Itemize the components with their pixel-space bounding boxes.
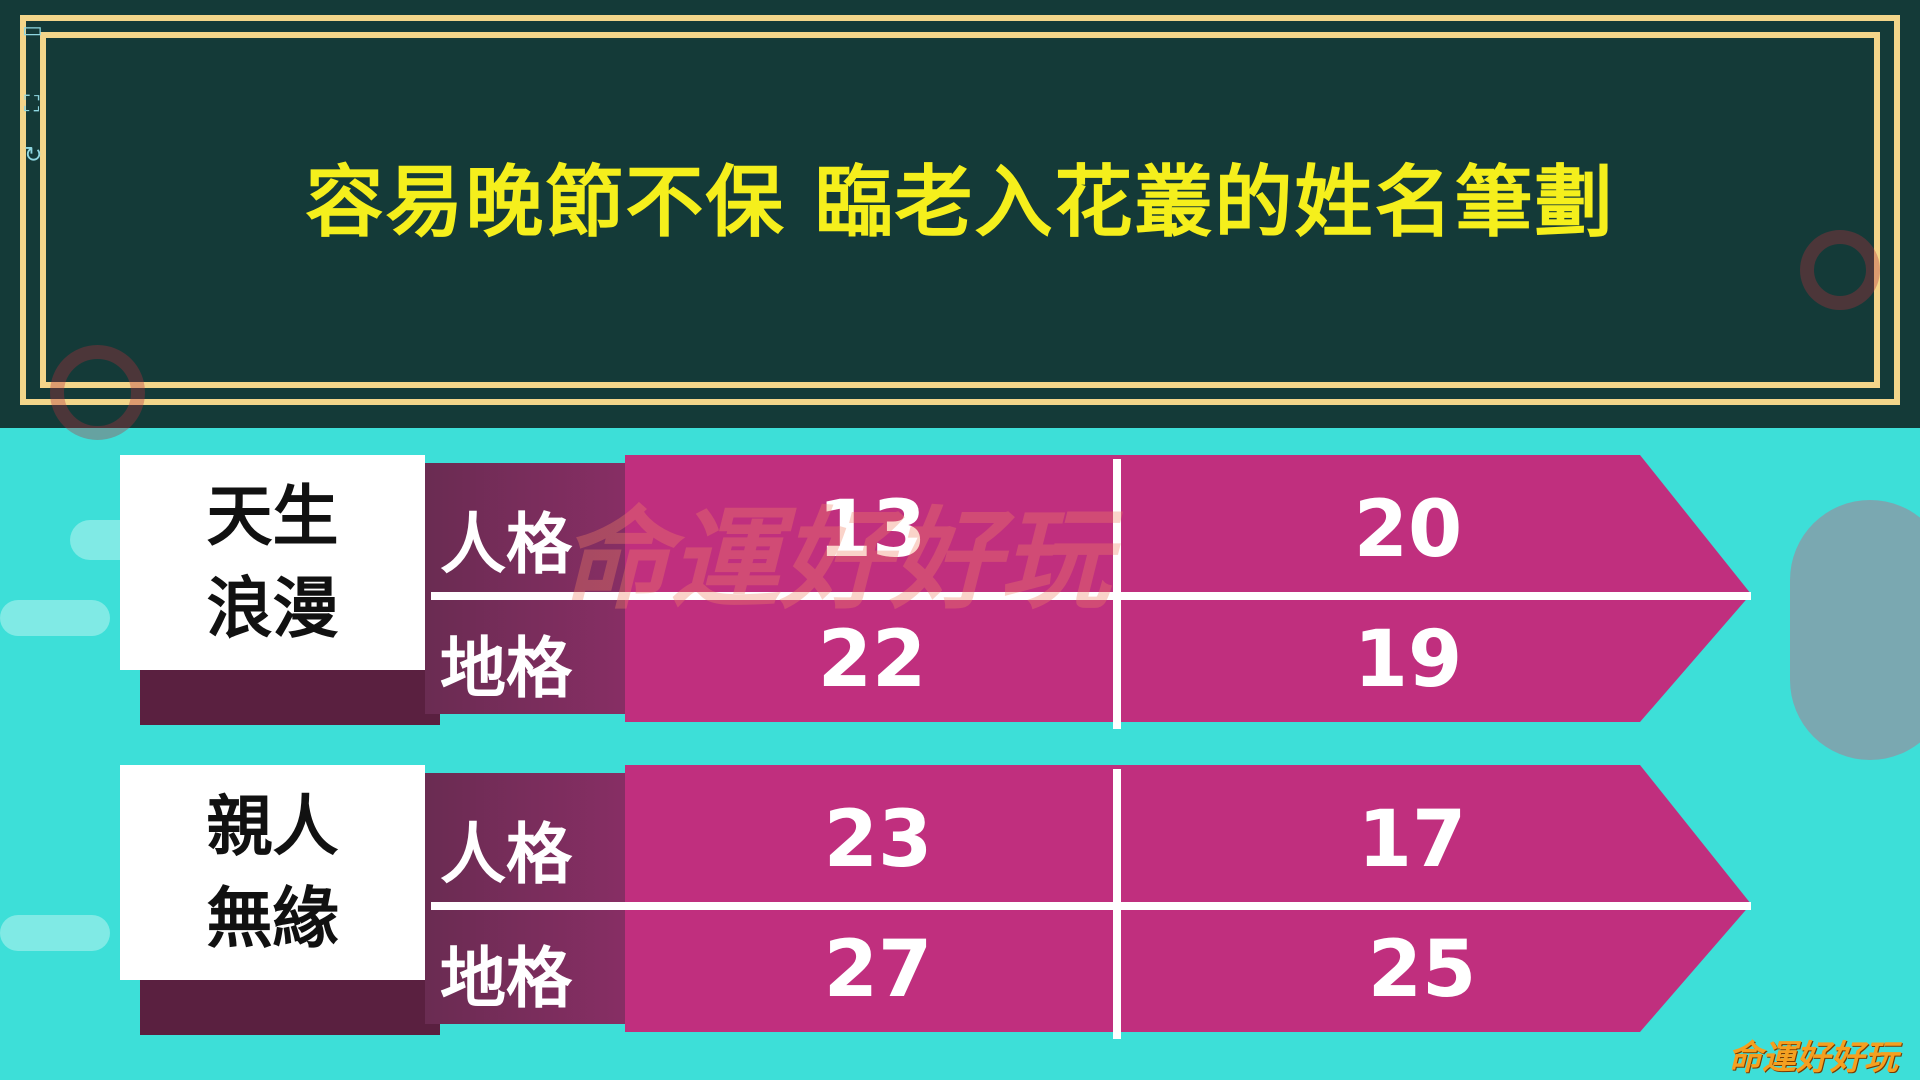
frame-inner: [40, 32, 1880, 388]
group-label-line: 天生: [206, 477, 339, 555]
decor-circle: [50, 345, 145, 440]
value-band: [625, 765, 1751, 1032]
row-label: 地格: [440, 940, 572, 1017]
group-1: 天生浪漫 人格 地格 13 20 22 19: [0, 455, 1920, 735]
group-label-line: 無緣: [206, 879, 339, 957]
row-label: 地格: [440, 630, 572, 707]
divider: [431, 592, 1751, 600]
decor-flower: [1790, 500, 1920, 760]
group-label-line: 親人: [206, 787, 339, 865]
brand-logo: 命運好好玩: [1728, 1038, 1898, 1078]
value-band: [625, 455, 1751, 722]
divider: [1113, 769, 1121, 1039]
row-label-band: [425, 773, 645, 1024]
value: 17: [1357, 795, 1467, 885]
row-label: 人格: [440, 816, 572, 893]
value: 23: [823, 795, 933, 885]
header-panel: ▭ ⛶ ↻ 容易晚節不保 臨老入花叢的姓名筆劃: [0, 0, 1920, 440]
frame-outer: [20, 15, 1900, 405]
value: 20: [1353, 485, 1463, 575]
row-label-band: [425, 463, 645, 714]
page-title: 容易晚節不保 臨老入花叢的姓名筆劃: [305, 158, 1615, 248]
divider: [1113, 459, 1121, 729]
refresh-icon: ↻: [24, 143, 43, 168]
fullscreen-icon: ⛶: [24, 92, 40, 117]
decor-cloud: [0, 915, 110, 951]
group-label-line: 浪漫: [206, 569, 339, 647]
value: 22: [817, 615, 927, 705]
group-2: 親人無緣 人格 地格 23 17 27 25: [0, 765, 1920, 1045]
group-label: 天生 浪漫: [120, 455, 425, 670]
decor-cloud: [0, 600, 110, 636]
value: 19: [1353, 615, 1463, 705]
monitor-icon: ▭: [22, 18, 43, 43]
watermark: 命運好好玩: [560, 496, 1110, 624]
divider: [431, 902, 1751, 910]
group-label: 親人 無緣: [120, 765, 425, 980]
row-label: 人格: [440, 506, 572, 583]
value: 13: [817, 485, 927, 575]
value: 25: [1367, 925, 1477, 1015]
value: 27: [823, 925, 933, 1015]
